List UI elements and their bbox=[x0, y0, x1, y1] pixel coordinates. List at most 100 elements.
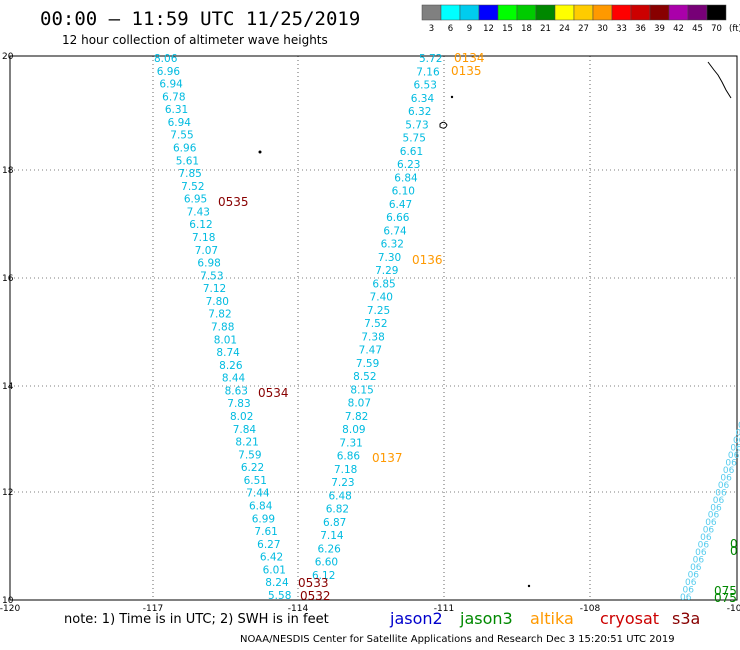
latitude-tick-label: 16 bbox=[2, 274, 14, 284]
pass-time-label: 0532 bbox=[300, 589, 331, 603]
color-scale-swatch bbox=[554, 4, 575, 21]
wave-height-label-far-east: 06 bbox=[698, 541, 710, 551]
island-outline bbox=[439, 121, 448, 129]
wave-height-label-far-east: 06 bbox=[725, 458, 737, 468]
wave-height-label-west: 6.01 bbox=[263, 564, 286, 576]
wave-height-label-west: 7.83 bbox=[227, 398, 250, 410]
wave-height-label-east: 7.52 bbox=[364, 318, 387, 330]
wave-height-label-west: 7.52 bbox=[181, 181, 204, 193]
wave-height-label-east: 7.30 bbox=[378, 252, 401, 264]
wave-height-label-west: 7.07 bbox=[195, 245, 218, 257]
color-scale-label: 42 bbox=[673, 24, 684, 34]
coastline bbox=[707, 61, 732, 99]
wave-height-label-east: 6.48 bbox=[328, 490, 351, 502]
wave-height-label-far-east: 06 bbox=[728, 451, 740, 461]
legend-jason2: jason2 bbox=[390, 609, 443, 628]
edge-pass-label: 075 bbox=[714, 591, 737, 605]
wave-height-label-east: 7.31 bbox=[339, 437, 362, 449]
wave-height-label-far-east: 06 bbox=[733, 436, 740, 446]
color-scale-swatch bbox=[421, 4, 442, 21]
legend-altika: altika bbox=[530, 609, 574, 628]
edge-pass-label: 0 bbox=[730, 544, 738, 558]
wave-height-label-east: 6.82 bbox=[326, 504, 349, 516]
wave-height-label-far-east: 06 bbox=[703, 526, 715, 536]
wave-height-label-west: 8.74 bbox=[216, 347, 240, 359]
wave-height-label-far-east: 06 bbox=[700, 533, 712, 543]
island-dot bbox=[450, 95, 454, 99]
wave-height-label-east: 6.26 bbox=[317, 543, 341, 555]
island-dot bbox=[258, 150, 262, 154]
pass-time-label: 0533 bbox=[298, 576, 329, 590]
color-scale-label: 30 bbox=[597, 24, 608, 34]
wave-height-label-west: 7.12 bbox=[203, 283, 226, 295]
units-note: note: 1) Time is in UTC; 2) SWH is in fe… bbox=[64, 612, 329, 627]
latitude-tick-label: 12 bbox=[2, 488, 13, 498]
color-scale-label: 39 bbox=[654, 24, 665, 34]
wave-height-label-far-east: 06 bbox=[723, 466, 735, 476]
latitude-tick-label: 18 bbox=[2, 166, 14, 176]
wave-height-label-west: 6.94 bbox=[159, 79, 183, 91]
wave-height-label-west: 7.59 bbox=[238, 449, 261, 461]
wave-height-label-east: 6.85 bbox=[372, 278, 395, 290]
legend-jason3: jason3 bbox=[460, 609, 513, 628]
color-scale-label: 33 bbox=[616, 24, 627, 34]
pass-time-label: 0534 bbox=[258, 386, 289, 400]
wave-height-label-west: 6.22 bbox=[241, 462, 264, 474]
wave-height-label-west: 6.94 bbox=[168, 117, 192, 129]
longitude-tick-label: -117 bbox=[143, 604, 163, 614]
color-scale-swatch bbox=[668, 4, 689, 21]
wave-height-label-east: 6.32 bbox=[408, 106, 431, 118]
color-scale-swatch bbox=[497, 4, 518, 21]
wave-height-label-far-east: 06 bbox=[718, 481, 730, 491]
wave-height-label-west: 7.55 bbox=[170, 130, 193, 142]
wave-height-label-east: 6.10 bbox=[392, 186, 415, 198]
color-scale-swatch bbox=[516, 4, 537, 21]
color-scale-swatch bbox=[706, 4, 727, 21]
color-scale-label: 15 bbox=[502, 24, 513, 34]
wave-height-label-east: 6.87 bbox=[323, 517, 346, 529]
wave-height-label-west: 6.12 bbox=[189, 219, 212, 231]
wave-height-label-west: 7.53 bbox=[200, 270, 223, 282]
wave-height-label-west: 8.44 bbox=[222, 373, 246, 385]
credit-line: NOAA/NESDIS Center for Satellite Applica… bbox=[240, 634, 675, 645]
wave-height-label-far-east: 06 bbox=[683, 586, 695, 596]
wave-height-label-west: 6.96 bbox=[173, 143, 197, 155]
color-scale-swatch bbox=[440, 4, 461, 21]
wave-height-label-far-east: 06 bbox=[708, 511, 720, 521]
color-scale-swatch bbox=[459, 4, 480, 21]
wave-height-label-east: 6.74 bbox=[383, 225, 407, 237]
color-scale-swatch bbox=[687, 4, 708, 21]
pass-time-label: 0135 bbox=[451, 64, 482, 78]
wave-height-label-west: 8.06 bbox=[154, 53, 178, 65]
wave-height-label-east: 6.12 bbox=[312, 570, 335, 582]
wave-height-label-east: 5.75 bbox=[403, 133, 426, 145]
latitude-tick-label: 14 bbox=[2, 382, 14, 392]
latitude-tick-label: 10 bbox=[2, 596, 14, 606]
color-scale-swatch bbox=[630, 4, 651, 21]
color-scale-label: 24 bbox=[559, 24, 570, 34]
pass-time-label: 0535 bbox=[218, 195, 249, 209]
wave-height-label-east: 6.86 bbox=[337, 451, 361, 463]
color-scale-label: 18 bbox=[521, 24, 532, 34]
wave-height-label-west: 7.80 bbox=[206, 296, 229, 308]
legend-cryosat: cryosat bbox=[600, 609, 660, 628]
wave-height-label-west: 8.24 bbox=[265, 577, 289, 589]
wave-height-label-far-east: 06 bbox=[688, 571, 700, 581]
wave-height-label-east: 7.23 bbox=[331, 477, 354, 489]
wave-height-label-west: 7.43 bbox=[187, 206, 210, 218]
wave-height-label-east: 5.73 bbox=[405, 119, 428, 131]
legend-s3a: s3a bbox=[672, 609, 701, 628]
color-scale-swatch bbox=[478, 4, 499, 21]
color-scale-label: 27 bbox=[578, 24, 589, 34]
wave-height-label-far-east: 06 bbox=[720, 473, 732, 483]
wave-height-label-far-east: 06 bbox=[713, 496, 725, 506]
wave-height-label-east: 6.84 bbox=[394, 172, 418, 184]
wave-height-label-west: 6.78 bbox=[162, 91, 185, 103]
island-dot bbox=[527, 584, 531, 588]
longitude-tick-label: -114 bbox=[288, 604, 309, 614]
wave-height-label-far-east: 06 bbox=[685, 578, 697, 588]
color-scale-label: 70 bbox=[711, 24, 722, 34]
latitude-tick-label: 20 bbox=[2, 52, 14, 62]
color-scale-swatch bbox=[573, 4, 594, 21]
